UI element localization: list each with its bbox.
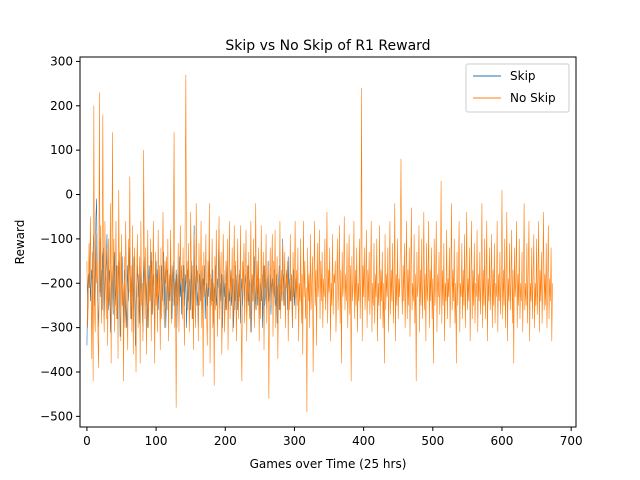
x-axis-label: Games over Time (25 hrs) bbox=[250, 457, 407, 471]
x-tick-label: 700 bbox=[560, 434, 583, 448]
series-line-no-skip bbox=[86, 74, 553, 413]
y-tick-label: 200 bbox=[50, 99, 73, 113]
y-axis: −500 −400 −300 −200 −100 0 100 200 300 bbox=[40, 54, 80, 423]
y-tick-label: 300 bbox=[50, 54, 73, 68]
x-tick-label: 400 bbox=[352, 434, 375, 448]
y-tick-label: −500 bbox=[40, 409, 73, 423]
y-tick-label: −300 bbox=[40, 321, 73, 335]
series-layer bbox=[86, 74, 553, 413]
y-axis-label: Reward bbox=[13, 220, 27, 265]
legend: Skip No Skip bbox=[465, 63, 570, 113]
x-tick-label: 500 bbox=[421, 434, 444, 448]
x-tick-label: 200 bbox=[214, 434, 237, 448]
y-tick-label: −200 bbox=[40, 276, 73, 290]
legend-label-skip: Skip bbox=[510, 69, 536, 83]
chart-title: Skip vs No Skip of R1 Reward bbox=[225, 38, 430, 54]
y-tick-label: −100 bbox=[40, 232, 73, 246]
y-tick-label: −400 bbox=[40, 365, 73, 379]
y-tick-label: 100 bbox=[50, 143, 73, 157]
x-tick-label: 0 bbox=[83, 434, 91, 448]
x-tick-label: 600 bbox=[491, 434, 514, 448]
plot-frame bbox=[79, 56, 577, 428]
x-tick-label: 300 bbox=[283, 434, 306, 448]
x-axis: 0 100 200 300 400 500 600 700 bbox=[83, 427, 583, 448]
legend-label-no-skip: No Skip bbox=[510, 91, 556, 105]
x-tick-label: 100 bbox=[145, 434, 168, 448]
y-tick-label: 0 bbox=[65, 188, 73, 202]
